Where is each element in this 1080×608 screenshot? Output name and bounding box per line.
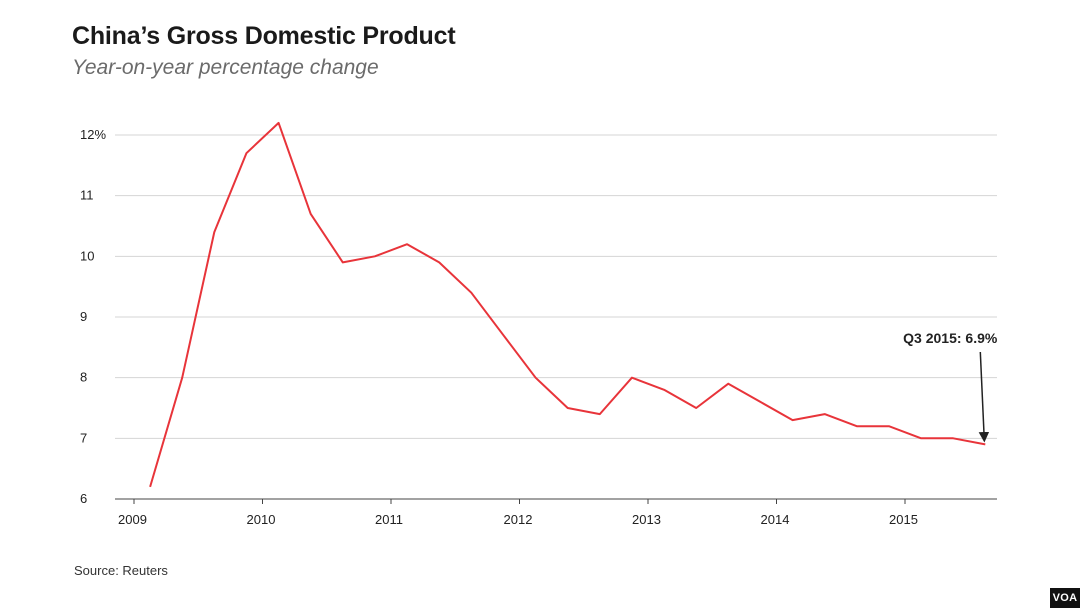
chart-title: China’s Gross Domestic Product: [72, 22, 456, 50]
y-tick-label: 11: [80, 188, 94, 203]
y-tick-label: 8: [80, 370, 87, 385]
x-tick-label: 2015: [889, 512, 918, 527]
x-tick-label: 2013: [632, 512, 661, 527]
x-tick-label: 2012: [504, 512, 533, 527]
series-layer: [149, 121, 986, 488]
y-tick-label: 9: [80, 309, 87, 324]
y-axis-ticks: 6 7 8 9 10 11 12%: [80, 127, 106, 506]
voa-logo: VOA: [1050, 588, 1080, 608]
y-tick-label: 12%: [80, 127, 106, 142]
x-tick-label: 2010: [247, 512, 276, 527]
gridlines: [115, 134, 997, 500]
annotation-label: Q3 2015: 6.9%: [903, 330, 998, 346]
x-tick-label: 2011: [375, 512, 403, 527]
x-axis-ticks: 2009 2010 2011 2012 2013 2014 2015: [118, 499, 918, 527]
y-tick-label: 10: [80, 248, 94, 263]
y-tick-label: 7: [80, 430, 87, 445]
y-tick-label: 6: [80, 491, 87, 506]
chart-subtitle: Year-on-year percentage change: [72, 56, 379, 79]
annotation-arrow: [978, 351, 990, 443]
x-tick-label: 2009: [118, 512, 147, 527]
annotations: Q3 2015: 6.9%: [903, 330, 998, 443]
x-tick-label: 2014: [761, 512, 790, 527]
source-note: Source: Reuters: [74, 563, 168, 578]
gdp-series-line: [149, 121, 986, 488]
